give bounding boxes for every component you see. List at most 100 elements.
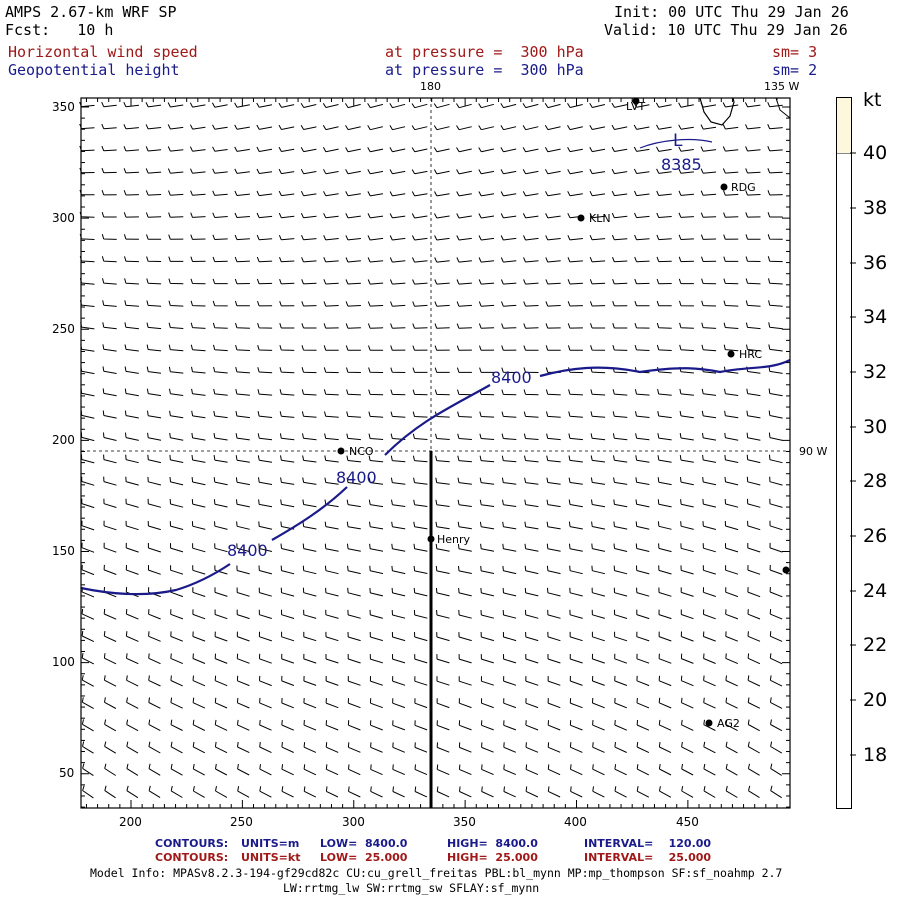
wind-barb — [103, 476, 117, 486]
wind-barb — [678, 190, 694, 196]
colorbar-label-38: 38 — [863, 197, 888, 219]
wind-barb — [700, 168, 717, 174]
wind-barb — [457, 543, 472, 552]
wind-barb — [212, 168, 228, 174]
wind-barb — [322, 103, 339, 108]
wind-barb — [391, 631, 406, 642]
wind-barb — [701, 256, 717, 262]
wind-barb — [325, 631, 339, 642]
wind-barb — [746, 344, 761, 352]
wind-barb — [434, 191, 450, 197]
wind-barb — [302, 477, 317, 485]
wind-barb — [169, 410, 184, 419]
wind-barb — [103, 675, 117, 687]
wind-barb — [544, 103, 561, 109]
wind-barb — [278, 190, 295, 197]
wind-barb — [592, 697, 605, 709]
wind-barb — [656, 146, 672, 152]
wind-barb — [82, 763, 94, 777]
contour-8400-west — [80, 563, 231, 596]
wind-barb — [103, 631, 117, 642]
model-title: AMPS 2.67-km WRF SP — [5, 3, 177, 21]
wind-barb — [722, 146, 739, 152]
wind-barb — [500, 213, 517, 219]
wind-barb — [301, 279, 317, 285]
wind-barb — [214, 653, 228, 664]
wind-barb — [192, 719, 206, 731]
wind-barb — [390, 345, 406, 351]
wind-barb — [103, 498, 117, 508]
wind-barb — [724, 410, 739, 419]
wind-barb — [456, 367, 472, 373]
wind-barb — [614, 720, 627, 731]
wind-barb — [478, 257, 495, 263]
wind-barb — [191, 432, 206, 441]
wind-barb — [237, 719, 250, 731]
wind-barb — [503, 764, 516, 776]
wind-barb — [103, 432, 117, 441]
wind-barb — [746, 454, 761, 464]
wind-barb — [500, 235, 517, 241]
wind-barb — [547, 764, 561, 776]
station-dot-edge — [782, 566, 790, 574]
wind-barb — [414, 764, 428, 776]
wind-barb — [301, 345, 317, 351]
wind-barb — [169, 521, 184, 530]
wind-barb — [436, 676, 450, 686]
wind-barb — [768, 322, 783, 330]
wind-barb — [703, 609, 716, 620]
wind-barb — [369, 521, 384, 530]
wind-barb — [234, 102, 250, 108]
wind-barb — [81, 476, 95, 486]
wind-barb — [680, 521, 694, 530]
wind-barb — [678, 124, 694, 130]
wind-barb — [146, 366, 162, 374]
wind-barb — [589, 257, 606, 263]
wind-barb — [347, 543, 361, 552]
wind-barb — [522, 191, 539, 197]
wind-barb — [390, 455, 406, 463]
wind-barb — [302, 521, 317, 530]
wind-barb — [324, 565, 339, 575]
wind-barb — [658, 719, 672, 731]
wind-barb — [634, 344, 650, 351]
wind-barb — [725, 675, 738, 687]
wind-barb — [656, 256, 672, 263]
wind-barb — [257, 411, 273, 418]
wind-barb — [502, 565, 517, 575]
wind-barb — [545, 389, 561, 396]
wind-barb — [303, 764, 317, 776]
wind-barb — [636, 653, 650, 664]
wind-barb — [79, 255, 95, 263]
wind-barb — [148, 653, 161, 665]
wind-barb — [700, 102, 717, 108]
wind-barb — [300, 146, 317, 153]
wind-barb — [656, 190, 672, 196]
wind-barb — [478, 235, 495, 241]
wind-barb — [481, 698, 494, 709]
wind-barb — [569, 609, 583, 619]
wind-barb — [278, 212, 295, 219]
model-info-line1: Model Info: MPASv8.2.3-194-gf29cd82c CU:… — [90, 866, 783, 880]
wind-barb — [656, 124, 672, 130]
wind-barb — [170, 675, 183, 687]
wind-barb — [236, 521, 250, 530]
wind-barb — [457, 521, 472, 530]
wind-barb — [522, 125, 539, 131]
wind-barb — [389, 279, 406, 285]
wind-barb — [545, 323, 561, 329]
wind-barb — [347, 742, 361, 753]
wind-barb — [547, 676, 561, 686]
wind-barb — [746, 432, 761, 441]
wind-barb — [368, 345, 384, 351]
wind-barb — [703, 697, 716, 709]
wind-barb — [436, 786, 450, 798]
wind-barb — [502, 543, 517, 552]
wind-barb — [212, 124, 228, 130]
wind-barb — [392, 764, 405, 776]
wind-barb — [680, 565, 694, 575]
wind-barb — [236, 653, 250, 664]
wind-barb — [681, 697, 694, 709]
wind-barb — [523, 279, 539, 285]
wind-barb — [545, 213, 561, 219]
